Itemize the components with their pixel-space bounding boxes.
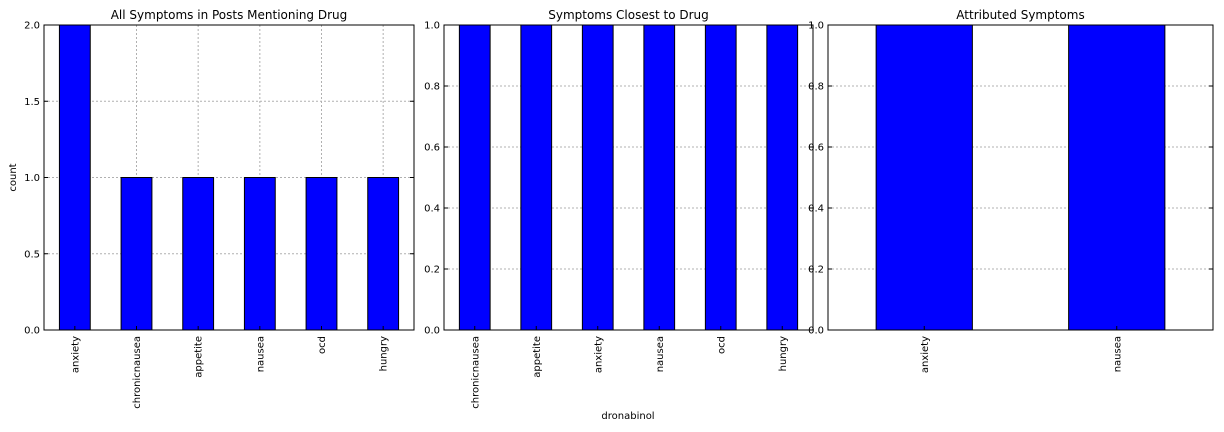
x-tick-label: hungry: [379, 336, 390, 371]
bar-appetite: [520, 24, 553, 331]
x-tick-label: chronicnausea: [132, 336, 143, 409]
axes-frame: [43, 24, 415, 331]
chart-title: Attributed Symptoms: [956, 8, 1084, 22]
x-tick-label: nausea: [255, 336, 266, 372]
y-tick-label: 0.5: [24, 249, 40, 260]
x-tick-label: anxiety: [70, 336, 81, 373]
y-tick-label: 0.0: [808, 326, 824, 337]
axes-frame: [827, 24, 1214, 331]
bar-chronicnausea: [120, 177, 153, 331]
bar-nausea: [243, 177, 276, 331]
bar-nausea: [1068, 24, 1166, 331]
plot-area: [444, 25, 813, 330]
bar-hungry: [766, 24, 799, 331]
x-tick-label: appetite: [532, 336, 543, 378]
y-tick-label: 1.0: [808, 21, 824, 32]
y-tick-label: 0.6: [424, 143, 440, 154]
chart-title: Symptoms Closest to Drug: [548, 8, 709, 22]
y-tick-label: 0.4: [424, 204, 440, 215]
y-tick-label: 1.0: [424, 21, 440, 32]
y-tick-label: 0.2: [808, 265, 824, 276]
x-tick-label: nausea: [1112, 336, 1123, 372]
bar-ocd: [704, 24, 737, 331]
bar-chronicnausea: [458, 24, 491, 331]
x-tick-label: chronicnausea: [470, 336, 481, 409]
x-tick-label: anxiety: [920, 336, 931, 373]
bar-appetite: [182, 177, 215, 331]
y-tick-label: 0.0: [424, 326, 440, 337]
x-tick-label: ocd: [716, 336, 727, 354]
y-tick-label: 0.4: [808, 204, 824, 215]
y-tick-label: 0.8: [808, 82, 824, 93]
chart-panel-3: 0.0 0.2 0.4 0.6 0.8 1.0 anxiety nausea Attribute…: [808, 8, 1214, 373]
y-tick-label: 0.8: [424, 82, 440, 93]
chart-panel-1: 0.0 0.5 1.0 1.5 2.0 anxiety chronicnausea appet…: [8, 8, 415, 409]
x-tick-label: nausea: [655, 336, 666, 372]
bar-ocd: [305, 177, 338, 331]
bar-nausea: [643, 24, 676, 331]
y-tick-label: 1.0: [24, 173, 40, 184]
bar-hungry: [367, 177, 400, 331]
y-tick-label: 0.6: [808, 143, 824, 154]
axes-frame: [443, 24, 814, 331]
figure-x-axis-label: dronabinol: [601, 411, 654, 422]
x-tick-label: hungry: [778, 336, 789, 371]
chart-title: All Symptoms in Posts Mentioning Drug: [111, 8, 348, 22]
x-tick-label: appetite: [194, 336, 205, 378]
bar-anxiety: [875, 24, 973, 331]
y-tick-label: 0.0: [24, 326, 40, 337]
bar-anxiety: [58, 24, 91, 331]
bar-anxiety: [581, 24, 614, 331]
chart-panel-2: 0.0 0.2 0.4 0.6 0.8 1.0 chronicnausea appetite a…: [424, 8, 814, 409]
x-tick-label: anxiety: [593, 336, 604, 373]
x-tick-label: ocd: [317, 336, 328, 354]
y-axis-label: count: [8, 163, 19, 191]
y-tick-label: 0.2: [424, 265, 440, 276]
y-tick-label: 2.0: [24, 21, 40, 32]
y-tick-label: 1.5: [24, 97, 40, 108]
